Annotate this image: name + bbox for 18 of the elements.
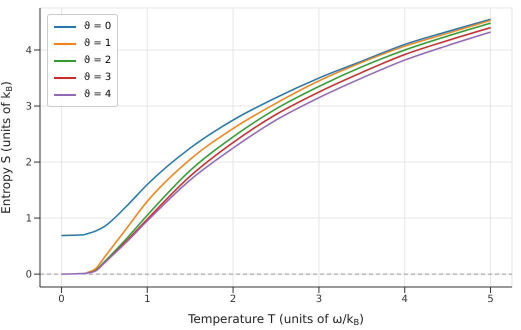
x-tick-label: 1 <box>144 294 150 306</box>
line-series <box>60 18 492 236</box>
x-axis-title: Temperature T (units of ω/k$_{B}$) <box>187 312 364 327</box>
y-tick-label: 1 <box>26 214 32 225</box>
y-tick-label: 4 <box>26 46 32 57</box>
legend-label: ϑ = 4 <box>84 89 112 100</box>
y-tick-label: 0 <box>26 270 32 281</box>
x-tick-label: 3 <box>316 294 322 306</box>
legend-label: ϑ = 2 <box>84 55 112 66</box>
legend-label: ϑ = 0 <box>84 21 112 32</box>
x-tick-label: 0 <box>58 294 65 306</box>
x-tick-label: 5 <box>487 294 494 306</box>
legend-label: ϑ = 1 <box>84 38 112 49</box>
y-tick-label: 3 <box>26 102 32 113</box>
x-tick-label: 4 <box>402 294 408 306</box>
y-tick-label: 2 <box>26 158 32 169</box>
x-tick-label: 2 <box>230 294 236 306</box>
legend-label: ϑ = 3 <box>84 72 112 83</box>
